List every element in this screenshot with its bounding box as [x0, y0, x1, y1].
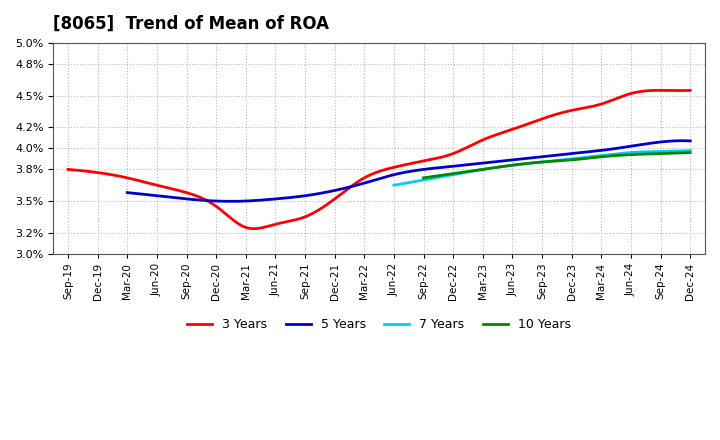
5 Years	[469, 161, 478, 167]
3 Years	[66, 167, 74, 172]
5 Years	[460, 162, 469, 168]
5 Years	[458, 163, 467, 168]
10 Years	[582, 156, 591, 161]
Line: 5 Years: 5 Years	[127, 141, 690, 202]
10 Years	[420, 175, 429, 180]
Text: [8065]  Trend of Mean of ROA: [8065] Trend of Mean of ROA	[53, 15, 329, 33]
7 Years	[390, 183, 399, 188]
5 Years	[678, 138, 687, 143]
Line: 7 Years: 7 Years	[394, 150, 690, 185]
5 Years	[686, 138, 695, 143]
3 Years	[686, 88, 695, 93]
Line: 10 Years: 10 Years	[423, 153, 690, 178]
10 Years	[419, 175, 428, 180]
5 Years	[125, 190, 133, 195]
7 Years	[686, 148, 695, 153]
10 Years	[578, 156, 587, 161]
Legend: 3 Years, 5 Years, 7 Years, 10 Years: 3 Years, 5 Years, 7 Years, 10 Years	[182, 313, 577, 336]
Line: 3 Years: 3 Years	[68, 90, 690, 229]
3 Years	[630, 90, 639, 95]
10 Years	[644, 151, 652, 157]
10 Years	[577, 156, 585, 161]
3 Years	[446, 152, 455, 157]
3 Years	[249, 226, 258, 231]
5 Years	[635, 142, 644, 147]
10 Years	[686, 150, 695, 155]
5 Years	[227, 199, 235, 204]
7 Years	[571, 156, 580, 161]
3 Years	[590, 103, 599, 109]
7 Years	[566, 156, 575, 161]
10 Years	[661, 151, 670, 156]
5 Years	[599, 147, 608, 153]
7 Years	[565, 157, 574, 162]
7 Years	[639, 149, 648, 154]
3 Years	[434, 155, 443, 161]
3 Years	[436, 155, 445, 160]
3 Years	[63, 167, 72, 172]
5 Years	[123, 190, 132, 195]
7 Years	[390, 183, 398, 188]
7 Years	[658, 149, 667, 154]
